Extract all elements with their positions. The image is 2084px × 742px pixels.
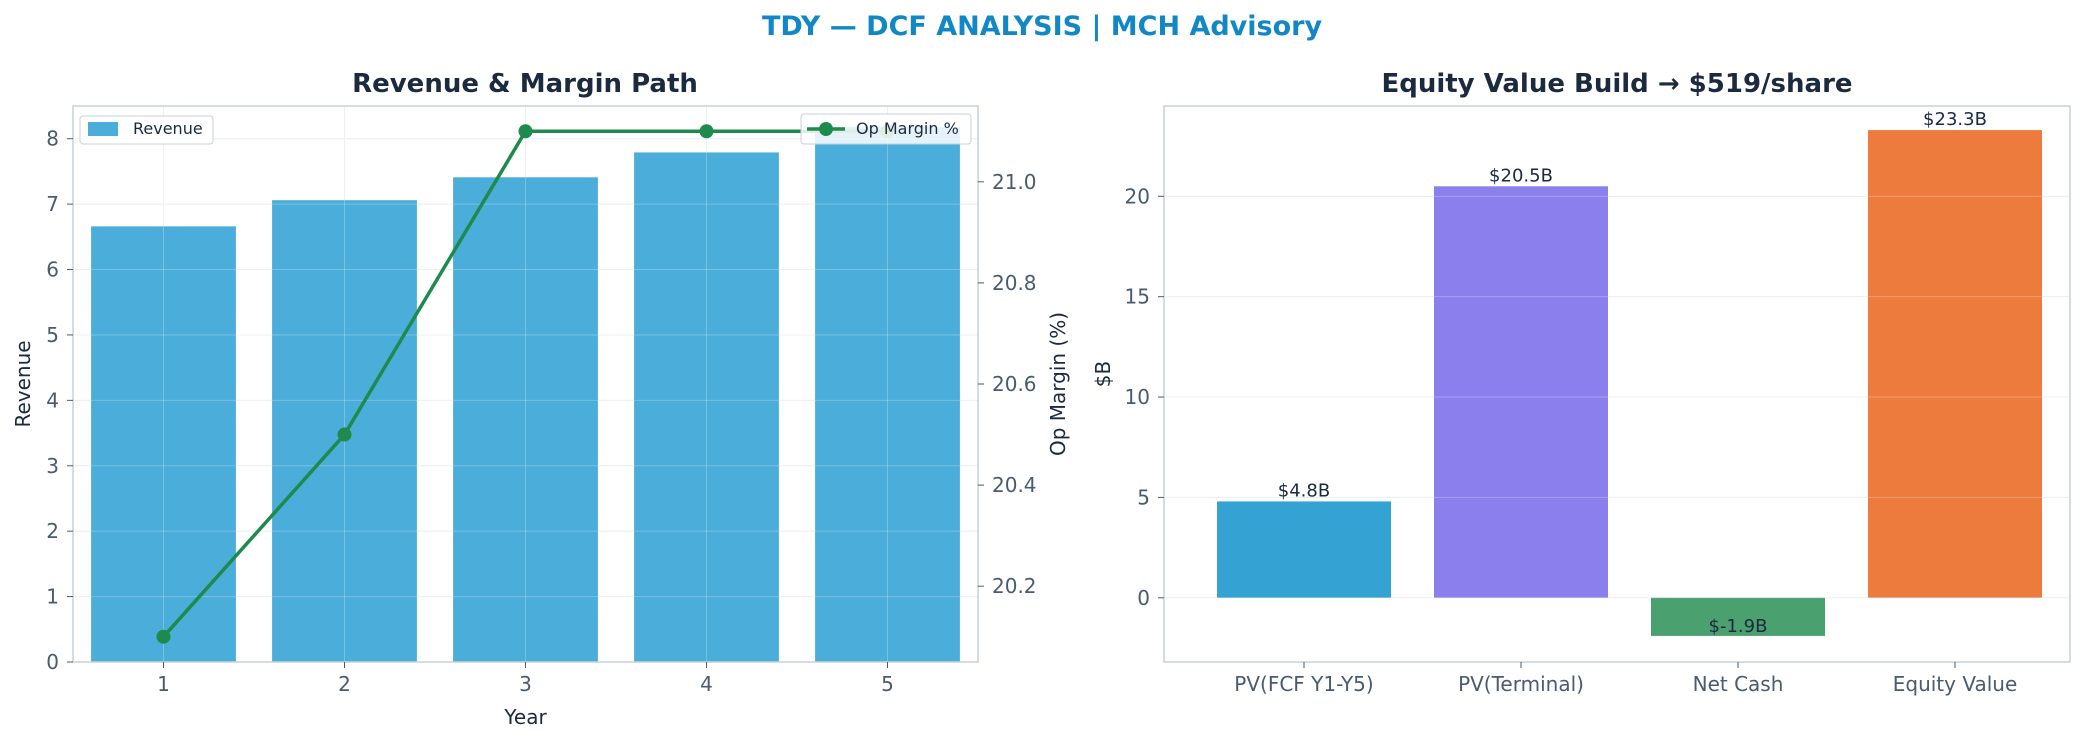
y-tick-label: 1 <box>46 585 59 609</box>
op-margin-point <box>337 427 352 442</box>
plot-frame <box>1163 105 2071 663</box>
revenue-bars <box>91 126 960 663</box>
revenue-bar <box>815 126 960 662</box>
legend-label: Revenue <box>133 119 203 138</box>
bar-value-label: $20.5B <box>1489 165 1553 186</box>
bar-value-label: $-1.9B <box>1709 616 1768 637</box>
x-tick-label: Equity Value <box>1893 672 2018 696</box>
equity-bar <box>1434 186 1608 598</box>
y-axis-label: Revenue <box>11 340 35 427</box>
x-axis-ticks: 1 2 3 4 5 <box>157 662 894 696</box>
equity-bar <box>1651 597 1825 636</box>
legend-swatch <box>88 122 118 136</box>
op-margin-line-series <box>156 124 895 644</box>
y-tick-label: 6 <box>46 258 59 282</box>
y-tick-label: 10 <box>1125 385 1150 409</box>
x-tick-label: 2 <box>338 672 351 696</box>
chart-title: Equity Value Build → $519/share <box>1381 69 1852 99</box>
op-margin-point <box>699 124 714 139</box>
bar-value-label: $4.8B <box>1278 480 1330 501</box>
legend-box <box>800 113 972 145</box>
y2-axis-label: Op Margin (%) <box>1046 312 1070 456</box>
equity-bar <box>1217 501 1391 598</box>
y2-tick-label: 21.0 <box>992 170 1037 194</box>
y-tick-label: 5 <box>46 323 59 347</box>
equity-value-chart: Equity Value Build → $519/share 0 5 10 15 20… <box>1091 69 2071 696</box>
revenue-margin-chart: Revenue & Margin Path 0 1 2 3 4 5 6 7 8 20.2 20.4… <box>11 69 1070 729</box>
equity-bars <box>1217 130 2042 636</box>
op-margin-point <box>156 629 171 644</box>
revenue-bar <box>634 152 779 662</box>
data-labels: $4.8B $20.5B $-1.9B $23.3B <box>1278 109 1987 637</box>
y-tick-label: 0 <box>46 650 59 674</box>
y-tick-label: 20 <box>1125 184 1150 208</box>
x-tick-label: 4 <box>700 672 713 696</box>
y-axis-ticks: 0 1 2 3 4 5 6 7 8 <box>46 127 73 674</box>
x-tick-label: 1 <box>157 672 170 696</box>
y2-tick-label: 20.6 <box>992 372 1037 396</box>
chart-title: Revenue & Margin Path <box>352 69 698 99</box>
y-tick-label: 0 <box>1137 586 1150 610</box>
revenue-bar <box>91 226 236 662</box>
y-tick-label: 3 <box>46 454 59 478</box>
y2-tick-label: 20.2 <box>992 574 1037 598</box>
y2-tick-label: 20.4 <box>992 473 1037 497</box>
figure-suptitle: TDY — DCF ANALYSIS | MCH Advisory <box>762 11 1323 42</box>
grid-overlay <box>1164 195 2070 599</box>
op-margin-point <box>518 124 533 139</box>
legend-label: Op Margin % <box>856 119 959 138</box>
equity-bar <box>1868 130 2042 598</box>
legend-revenue: Revenue <box>79 115 214 145</box>
x-tick-label: 3 <box>519 672 532 696</box>
y-tick-label: 5 <box>1137 485 1150 509</box>
y-axis-label: $B <box>1091 361 1115 387</box>
x-tick-label: PV(Terminal) <box>1458 672 1584 696</box>
y-tick-label: 15 <box>1125 285 1150 309</box>
y-tick-label: 7 <box>46 192 59 216</box>
revenue-bar <box>453 177 598 662</box>
legend-op-margin: Op Margin % <box>800 113 972 145</box>
y-axis-ticks: 0 5 10 15 20 <box>1125 184 1164 610</box>
y-tick-label: 4 <box>46 388 59 412</box>
x-tick-label: 5 <box>881 672 894 696</box>
legend-marker <box>819 122 833 136</box>
x-axis-ticks: PV(FCF Y1-Y5) PV(Terminal) Net Cash Equity … <box>1234 662 2017 696</box>
x-axis-label: Year <box>503 705 547 729</box>
y-tick-label: 8 <box>46 127 59 151</box>
x-tick-label: PV(FCF Y1-Y5) <box>1234 672 1373 696</box>
y-tick-label: 2 <box>46 519 59 543</box>
x-tick-label: Net Cash <box>1693 672 1784 696</box>
y2-tick-label: 20.8 <box>992 271 1037 295</box>
bar-value-label: $23.3B <box>1923 109 1987 130</box>
y2-axis-ticks: 20.2 20.4 20.6 20.8 21.0 <box>978 170 1037 598</box>
